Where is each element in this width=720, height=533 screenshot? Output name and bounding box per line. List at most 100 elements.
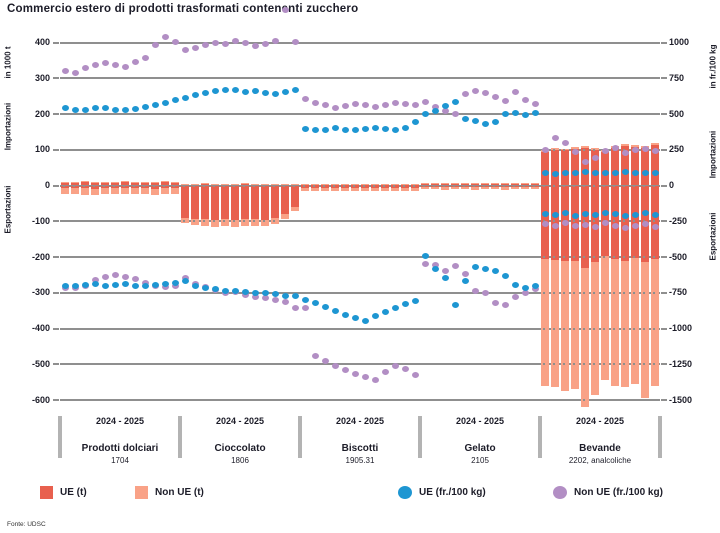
dot-import-noneu [161,33,169,40]
dot-import-eu [171,96,179,103]
dot-export-eu [181,277,189,284]
left-tick-label: 300 [34,72,50,83]
dot-import-noneu [291,38,299,45]
left-tick-mark [53,41,59,44]
dot-export-noneu [531,286,539,293]
right-tick-mark [661,77,667,80]
bar-export-eu [311,185,319,188]
dot-import-noneu [561,139,569,146]
dot-export-noneu [431,261,439,268]
dot-export-eu [111,281,119,288]
dot-export-noneu [111,271,119,278]
bar-export-noneu [311,187,319,191]
bar-export-noneu [481,187,489,190]
dot-import-noneu [121,63,129,70]
bar-export-eu [141,185,149,189]
left-tick-label: -200 [31,251,50,262]
dot-export-eu [531,282,539,289]
dot-import-eu [61,105,69,112]
bar-export-noneu [221,219,229,227]
dot-export-eu [251,290,259,297]
bar-export-eu [101,185,109,189]
dot-import-noneu [301,95,309,102]
dot-import-eu [451,98,459,105]
dot-export-noneu [491,299,499,306]
bar-import-noneu [571,146,579,150]
bar-export-noneu [331,187,339,191]
bar-import-eu [101,182,109,186]
dot-import-eu [631,169,639,176]
dot-export-eu [651,211,659,218]
dot-import-eu [231,87,239,94]
dot-import-noneu [191,44,199,51]
dot-import-eu [151,101,159,108]
bar-import-eu [541,151,549,186]
dot-import-eu [361,126,369,132]
bar-export-noneu [551,259,559,388]
bar-export-eu [391,185,399,188]
dot-import-eu [381,126,389,132]
dot-import-noneu [581,158,589,165]
dot-import-eu [601,170,609,177]
bar-import-noneu [201,183,209,185]
left-tick-mark [53,113,59,115]
left-tick-mark [53,148,59,151]
dot-export-noneu [91,276,99,283]
dot-export-noneu [501,301,509,308]
right-tick-mark [661,220,667,223]
dot-import-eu [531,110,539,117]
dot-import-eu [131,105,139,112]
bar-export-noneu [211,220,219,227]
bar-import-eu [591,149,599,186]
bar-import-eu [121,182,129,186]
group-name-label: Gelato [464,443,496,454]
dot-import-eu [461,116,469,122]
bar-export-noneu [371,187,379,191]
dot-export-noneu [471,287,479,294]
bar-export-noneu [581,268,589,408]
dot-export-eu [231,287,239,294]
bar-export-eu [241,185,249,220]
dot-import-noneu [281,6,289,13]
dot-export-eu [291,293,299,300]
dot-export-eu [101,282,109,289]
group-tariff-label: 2105 [471,456,489,465]
bar-export-eu [371,185,379,188]
dot-export-eu [461,277,469,284]
dot-import-eu [291,86,299,93]
group-period-label: 2024 - 2025 [455,416,505,426]
dot-import-noneu [621,149,629,156]
dot-import-eu [141,103,149,110]
bar-export-eu [171,185,179,189]
eu-bar-swatch [40,486,53,499]
gridline-dots [60,184,660,187]
dot-import-eu [561,169,569,176]
dot-export-eu [71,283,79,290]
left-tick-label: -400 [31,323,50,333]
dot-export-noneu [281,299,289,306]
dot-export-noneu [581,221,589,228]
source-note: Fonte: UDSC [7,521,46,528]
dot-import-eu [441,103,449,110]
bar-export-eu [61,185,69,189]
dot-import-noneu [101,59,109,66]
bar-import-eu [61,182,69,186]
dot-import-eu [341,126,349,133]
group-separator [658,416,662,458]
dot-import-noneu [181,46,189,53]
bar-import-noneu [121,180,129,183]
right-tick-mark [661,184,667,187]
dot-export-eu [541,211,549,218]
bar-export-noneu [121,188,129,195]
bar-export-noneu [641,262,649,399]
dot-import-eu [201,90,209,97]
dot-export-noneu [171,283,179,290]
bar-export-noneu [171,188,179,195]
bar-export-noneu [461,187,469,190]
right-tick-mark [661,291,667,294]
dot-import-noneu [631,147,639,154]
bar-export-noneu [301,187,309,191]
dot-export-eu [521,285,529,292]
dot-export-eu [491,267,499,274]
